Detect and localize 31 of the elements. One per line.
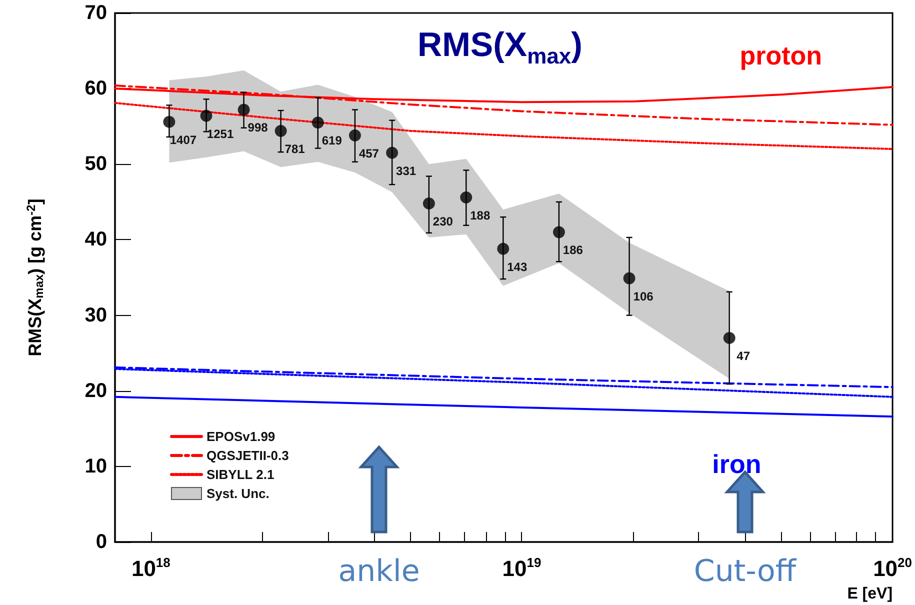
y-tick-label: 10 (84, 455, 107, 478)
y-axis-title: RMS(Xmax) [g cm-2] (24, 198, 46, 356)
legend-label: EPOSv1.99 (206, 429, 276, 444)
annotation: 1407 (170, 132, 197, 147)
text: ankle (337, 553, 421, 591)
x-axis-title: E [eV] (847, 586, 893, 602)
legend-label: Syst. Unc. (206, 486, 270, 501)
y-tick-label: 40 (84, 228, 107, 251)
annotation: 230 (432, 214, 454, 228)
annotation: 1251 (206, 126, 234, 141)
annotation: 619 (322, 134, 342, 148)
legend-label: QGSJETII-0.3 (206, 448, 289, 463)
annotation: iron (712, 448, 762, 479)
annotation: 47 (736, 348, 750, 363)
annotation: 106 (633, 289, 654, 304)
annotation: 188 (470, 208, 490, 222)
y-tick-label: 60 (84, 78, 107, 100)
annotation: 143 (507, 260, 528, 274)
annotation: 781 (284, 142, 306, 156)
legend-label: SIBYLL 2.1 (206, 467, 274, 482)
y-tick-label: 20 (84, 380, 107, 402)
y-tick-label: 50 (84, 153, 107, 176)
y-tick-label: 0 (96, 531, 107, 553)
text: Cut-off (692, 553, 798, 591)
annotation: 457 (358, 146, 380, 160)
annotation: 331 (396, 164, 416, 178)
annotation: 186 (562, 243, 584, 258)
annotation: 998 (248, 120, 268, 135)
y-tick-label: 30 (84, 304, 107, 326)
y-tick-label: 70 (84, 2, 107, 24)
annotation: proton (740, 40, 822, 71)
